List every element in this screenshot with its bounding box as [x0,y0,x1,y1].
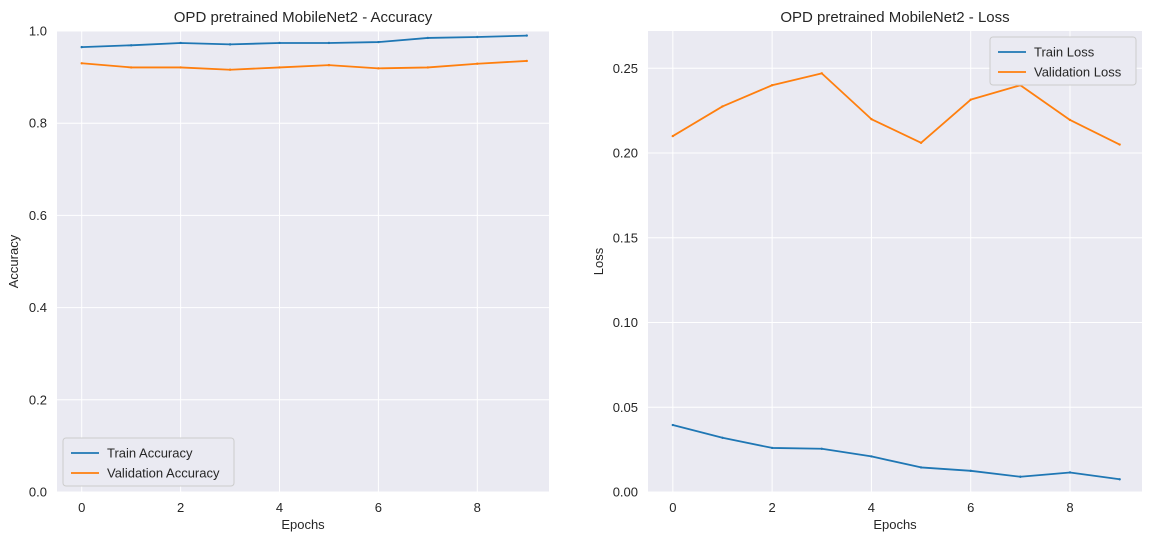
x-tick-label: 8 [474,500,481,515]
legend: Train Accuracy Validation Accuracy [62,437,235,487]
chart-panel-loss: 0 2 4 6 8 0.00 0.05 0.10 0.15 0.20 0.25 OPD pretrai… [591,9,1142,532]
data-point [770,446,774,450]
data-point [1118,143,1121,146]
data-point [179,41,182,45]
legend-box [62,437,235,487]
y-tick-label: 0.15 [613,230,638,245]
data-point [278,66,281,69]
data-point [327,41,331,45]
x-axis-label: Epochs [873,517,917,532]
data-point [476,35,479,39]
data-point [870,117,873,121]
chart-panel-accuracy: 0 2 4 6 8 0.0 0.2 0.4 0.6 0.8 1.0 OPD pretrained Mo… [6,9,549,532]
data-point [476,62,479,65]
data-point [377,67,380,70]
data-point [969,469,972,473]
legend-label: Train Accuracy [107,446,193,461]
data-point [919,141,923,145]
data-point [919,466,923,469]
legend-label: Validation Accuracy [107,466,220,481]
series-line-validation [80,60,528,71]
data-point [671,134,675,138]
data-point [721,105,724,108]
data-point [1068,118,1072,122]
data-point [1118,478,1121,481]
data-point [278,41,281,45]
data-point [525,34,528,37]
data-point [1068,471,1072,474]
data-point [1019,475,1022,478]
legend-label: Validation Loss [1034,65,1122,80]
y-tick-label: 0.2 [29,392,47,407]
data-point [80,45,83,49]
data-point [426,66,430,69]
series-line-train [80,34,528,49]
y-tick-label: 0.10 [613,315,638,330]
x-tick-label: 2 [177,500,184,515]
x-tick-label: 2 [769,500,776,515]
data-point [179,66,182,69]
data-point [820,447,823,450]
data-point [426,36,430,40]
data-point [870,455,873,458]
legend-box [989,36,1137,86]
y-tick-label: 0.25 [613,61,638,76]
data-point [327,63,331,67]
legend-label: Train Loss [1034,45,1095,60]
data-point [969,98,972,101]
data-point [377,40,380,44]
data-point [228,43,232,46]
plot-area [648,31,1142,492]
series-line-validation [671,72,1121,146]
y-tick-label: 0.6 [29,208,47,223]
data-point [525,59,528,63]
y-axis-label: Accuracy [6,234,21,288]
chart-title: OPD pretrained MobileNet2 - Loss [780,9,1009,26]
series-line-train [671,424,1121,481]
y-tick-label: 0.20 [613,146,638,161]
x-tick-label: 0 [669,500,676,515]
y-tick-label: 0.0 [29,485,47,500]
chart-title: OPD pretrained MobileNet2 - Accuracy [174,9,433,26]
x-tick-label: 0 [78,500,85,515]
x-tick-label: 6 [375,500,382,515]
y-axis-label: Loss [591,247,606,275]
x-axis-label: Epochs [281,517,325,532]
data-point [80,62,83,65]
x-tick-label: 4 [868,500,875,515]
plot-area [57,31,549,492]
y-tick-label: 0.8 [29,116,47,131]
data-point [671,423,675,427]
y-tick-label: 0.4 [29,300,47,315]
x-tick-label: 6 [967,500,974,515]
data-point [820,72,823,75]
data-point [770,84,774,87]
y-tick-label: 1.0 [29,24,47,39]
data-point [228,68,232,71]
x-tick-label: 8 [1066,500,1073,515]
legend: Train Loss Validation Loss [989,36,1137,86]
y-tick-label: 0.00 [613,485,638,500]
y-tick-label: 0.05 [613,400,638,415]
data-point [721,436,724,439]
data-point [129,44,133,47]
x-tick-label: 4 [276,500,283,515]
data-point [129,66,133,69]
